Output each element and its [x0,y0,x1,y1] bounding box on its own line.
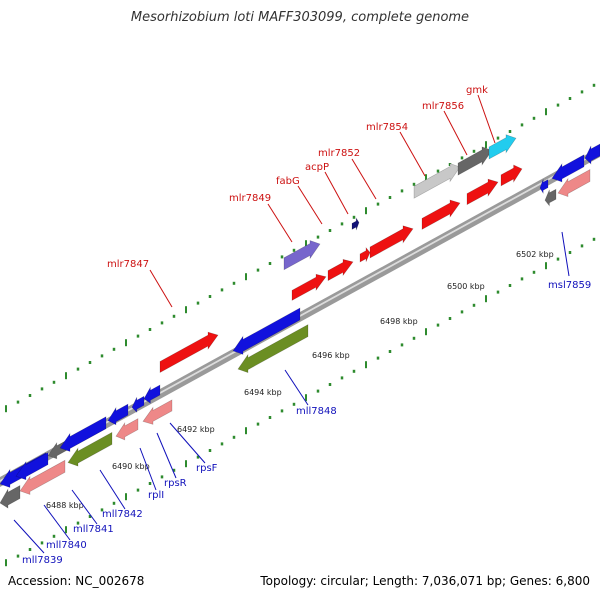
gene-acpP[interactable] [359,246,371,263]
tick-label-6492: 6492 kbp [177,425,215,434]
callout-line-rpsR [156,432,177,479]
gene-gmk-lane1[interactable] [500,164,523,187]
callout-line-msl7859 [561,231,570,277]
accession-text: Accession: NC_002678 [8,574,145,588]
gene-gmk[interactable] [488,134,517,160]
gene-mlr7852[interactable] [369,225,414,259]
tick-label-6488: 6488 kbp [46,501,84,510]
gene-reverse-right3[interactable] [584,143,600,165]
gene-mll7848[interactable] [232,307,301,355]
gene-mll7840[interactable] [19,459,66,495]
tick-label-6494: 6494 kbp [244,388,282,397]
tick-label-6496: 6496 kbp [312,351,350,360]
outer-ruler [5,83,596,413]
gene-mlr7854[interactable] [421,199,461,230]
callout-line-rpsF [169,422,206,464]
label-rplI[interactable]: rplI [148,490,164,501]
gene-reverse-right2[interactable] [551,154,585,183]
inner-ruler [5,237,596,567]
map-title: Mesorhizobium loti MAFF303099, complete … [130,10,470,25]
label-mlr7849[interactable]: mlr7849 [229,193,271,204]
callout-line-mlr7849 [267,203,293,243]
label-mll7848[interactable]: mll7848 [296,406,337,417]
callout-line-rplI [139,447,157,491]
callout-line-mlr7854 [399,131,426,177]
gene-mlr7849-frag[interactable] [291,273,327,301]
gene-reverse-left2[interactable] [15,452,49,481]
tick-label-6502: 6502 kbp [516,250,554,259]
tick-label-6498: 6498 kbp [380,317,418,326]
label-mlr7856[interactable]: mlr7856 [422,101,464,112]
gene-mll7841[interactable] [67,431,113,467]
callout-line-mll7848 [284,369,309,406]
gene-reverse-left5[interactable] [143,384,161,404]
label-mll7840[interactable]: mll7840 [46,540,87,551]
gene-mll7842[interactable] [115,418,139,441]
callout-line-mlr7847 [149,269,173,308]
label-mlr7847[interactable]: mlr7847 [107,259,149,270]
gene-mlr7856[interactable] [466,178,499,206]
label-mll7841[interactable]: mll7841 [73,524,114,535]
gene-rplI[interactable] [142,399,173,425]
callout-line-mlr7852 [351,158,377,200]
gene-fabG[interactable] [327,259,354,282]
callout-line-acpP [324,171,349,215]
gene-acpP-small[interactable] [351,217,360,231]
label-msl7859[interactable]: msl7859 [548,280,591,291]
gene-reverse-right1[interactable] [539,179,549,195]
callout-line-gmk [477,94,496,144]
gene-reverse-right[interactable] [557,168,591,198]
label-gmk[interactable]: gmk [466,85,488,96]
label-mll7839[interactable]: mll7839 [22,555,63,566]
label-fabG[interactable]: fabG [276,176,300,187]
gene-features [0,134,600,509]
label-mll7842[interactable]: mll7842 [102,509,143,520]
callout-line-fabG [297,185,323,225]
label-rpsR[interactable]: rpsR [164,478,187,489]
label-rpsF[interactable]: rpsF [196,463,218,474]
gene-mlr7847[interactable] [159,331,219,374]
callout-line-mlr7856 [443,110,468,156]
callout-line-mll7839 [13,519,45,554]
label-acpP[interactable]: acpP [305,162,329,173]
gene-mll7839[interactable] [0,484,21,509]
gene-rpsR[interactable] [107,403,129,426]
label-mlr7854[interactable]: mlr7854 [366,122,408,133]
gene-mlr7854-lane2[interactable] [413,163,461,199]
gene-msl7859[interactable] [544,188,557,207]
gene-reverse-left4[interactable] [59,416,107,452]
gene-mll7848-lane1[interactable] [237,324,309,374]
tick-label-6500: 6500 kbp [447,282,485,291]
label-mlr7852[interactable]: mlr7852 [318,148,360,159]
gene-mlr7849[interactable] [283,240,321,271]
genome-summary: Topology: circular; Length: 7,036,071 bp… [260,574,590,588]
callout-line-mll7840 [43,504,71,541]
gene-rpsF[interactable] [131,395,145,414]
tick-label-6490: 6490 kbp [112,462,150,471]
callout-line-mll7841 [71,489,98,525]
gene-callouts: 6488 kbp 6490 kbp 6492 kbp 6494 kbp 6496… [13,85,591,566]
gene-mlr7856-lane2[interactable] [457,146,493,176]
callout-line-mll7842 [99,469,126,510]
